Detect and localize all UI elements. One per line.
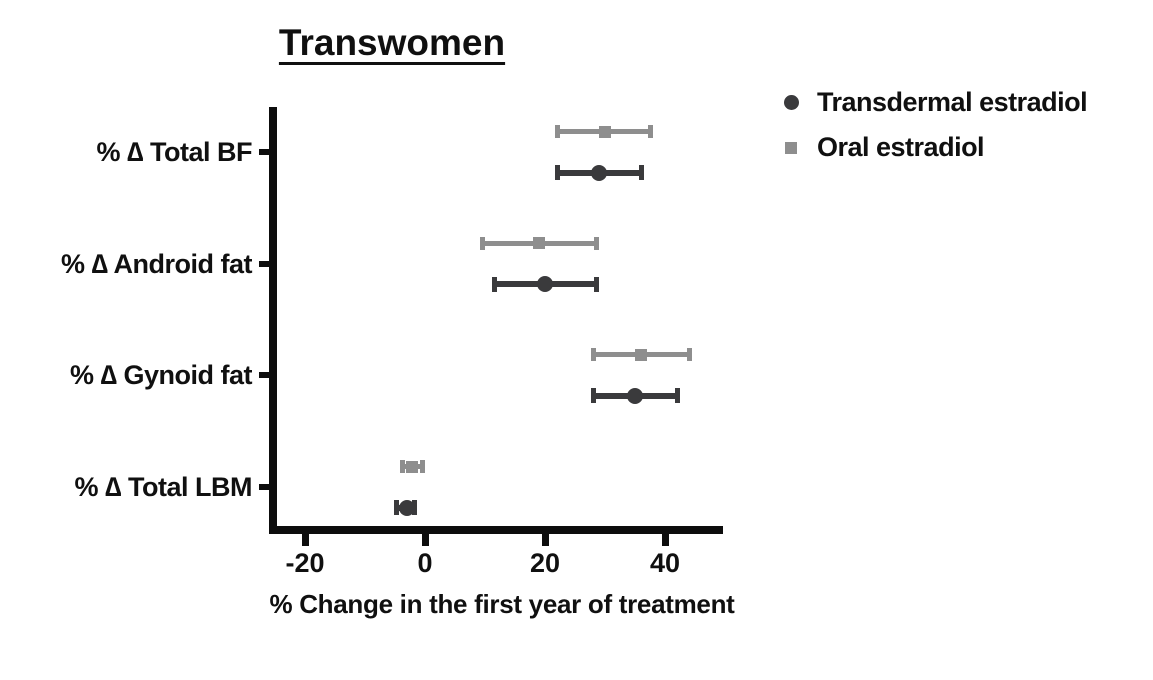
error-bar-cap-low [554,165,560,180]
data-point-square-marker [635,348,647,361]
circle-marker-icon [784,95,799,110]
category-label: % ∆ Total LBM [74,472,252,503]
x-axis-tick-label: 20 [529,548,561,578]
x-axis-tick-label: -20 [285,548,325,578]
x-axis-tick [661,534,669,546]
y-axis-tick [259,260,269,267]
error-bar-cap-low [394,500,400,516]
error-bar-cap-high [674,388,680,404]
legend-item-transdermal: Transdermal estradiol [784,86,1088,119]
error-bar-cap-low [479,236,485,250]
data-point-square-marker [405,460,418,473]
legend-label-transdermal: Transdermal estradiol [817,87,1088,117]
data-point-circle-marker [627,387,643,404]
error-bar-cap-low [554,125,560,138]
category-label: % ∆ Gynoid fat [69,360,253,391]
x-axis-tick [541,534,549,546]
error-bar-cap-low [590,388,596,404]
data-point-square-marker [533,237,545,250]
error-bar-cap-high [638,165,644,180]
error-bar-cap-high [419,460,425,474]
error-bar-cap-high [593,236,599,250]
x-axis-line [269,526,723,534]
data-point-square-marker [599,125,611,138]
legend-item-oral: Oral estradiol [784,131,1087,164]
error-bar-cap-low [491,276,497,292]
legend-label-oral: Oral estradiol [817,132,985,162]
x-axis-tick-label: 0 [417,548,433,578]
data-point-circle-marker [399,499,415,516]
x-axis-tick [301,534,309,546]
error-bar-cap-high [593,276,599,292]
y-axis-tick [259,484,269,491]
square-marker-icon [785,141,797,154]
chart-title: Transwomen [278,22,506,63]
data-point-circle-marker [591,164,607,181]
category-label: % ∆ Total BF [96,137,252,167]
error-bar-cap-high [686,348,692,362]
y-axis-tick [259,149,269,155]
data-point-circle-marker [537,276,553,293]
category-label: % ∆ Android fat [60,248,253,279]
error-bar-cap-low [590,348,596,362]
error-bar-cap-low [399,460,405,474]
x-axis-tick-label: 40 [649,548,681,578]
legend: Transdermal estradiol Oral estradiol [784,86,1088,164]
error-bar-cap-high [647,125,653,138]
x-axis-tick [421,534,429,546]
y-axis-tick [259,372,269,379]
y-axis-line [269,107,277,534]
x-axis-title: % Change in the first year of treatment [269,589,735,619]
